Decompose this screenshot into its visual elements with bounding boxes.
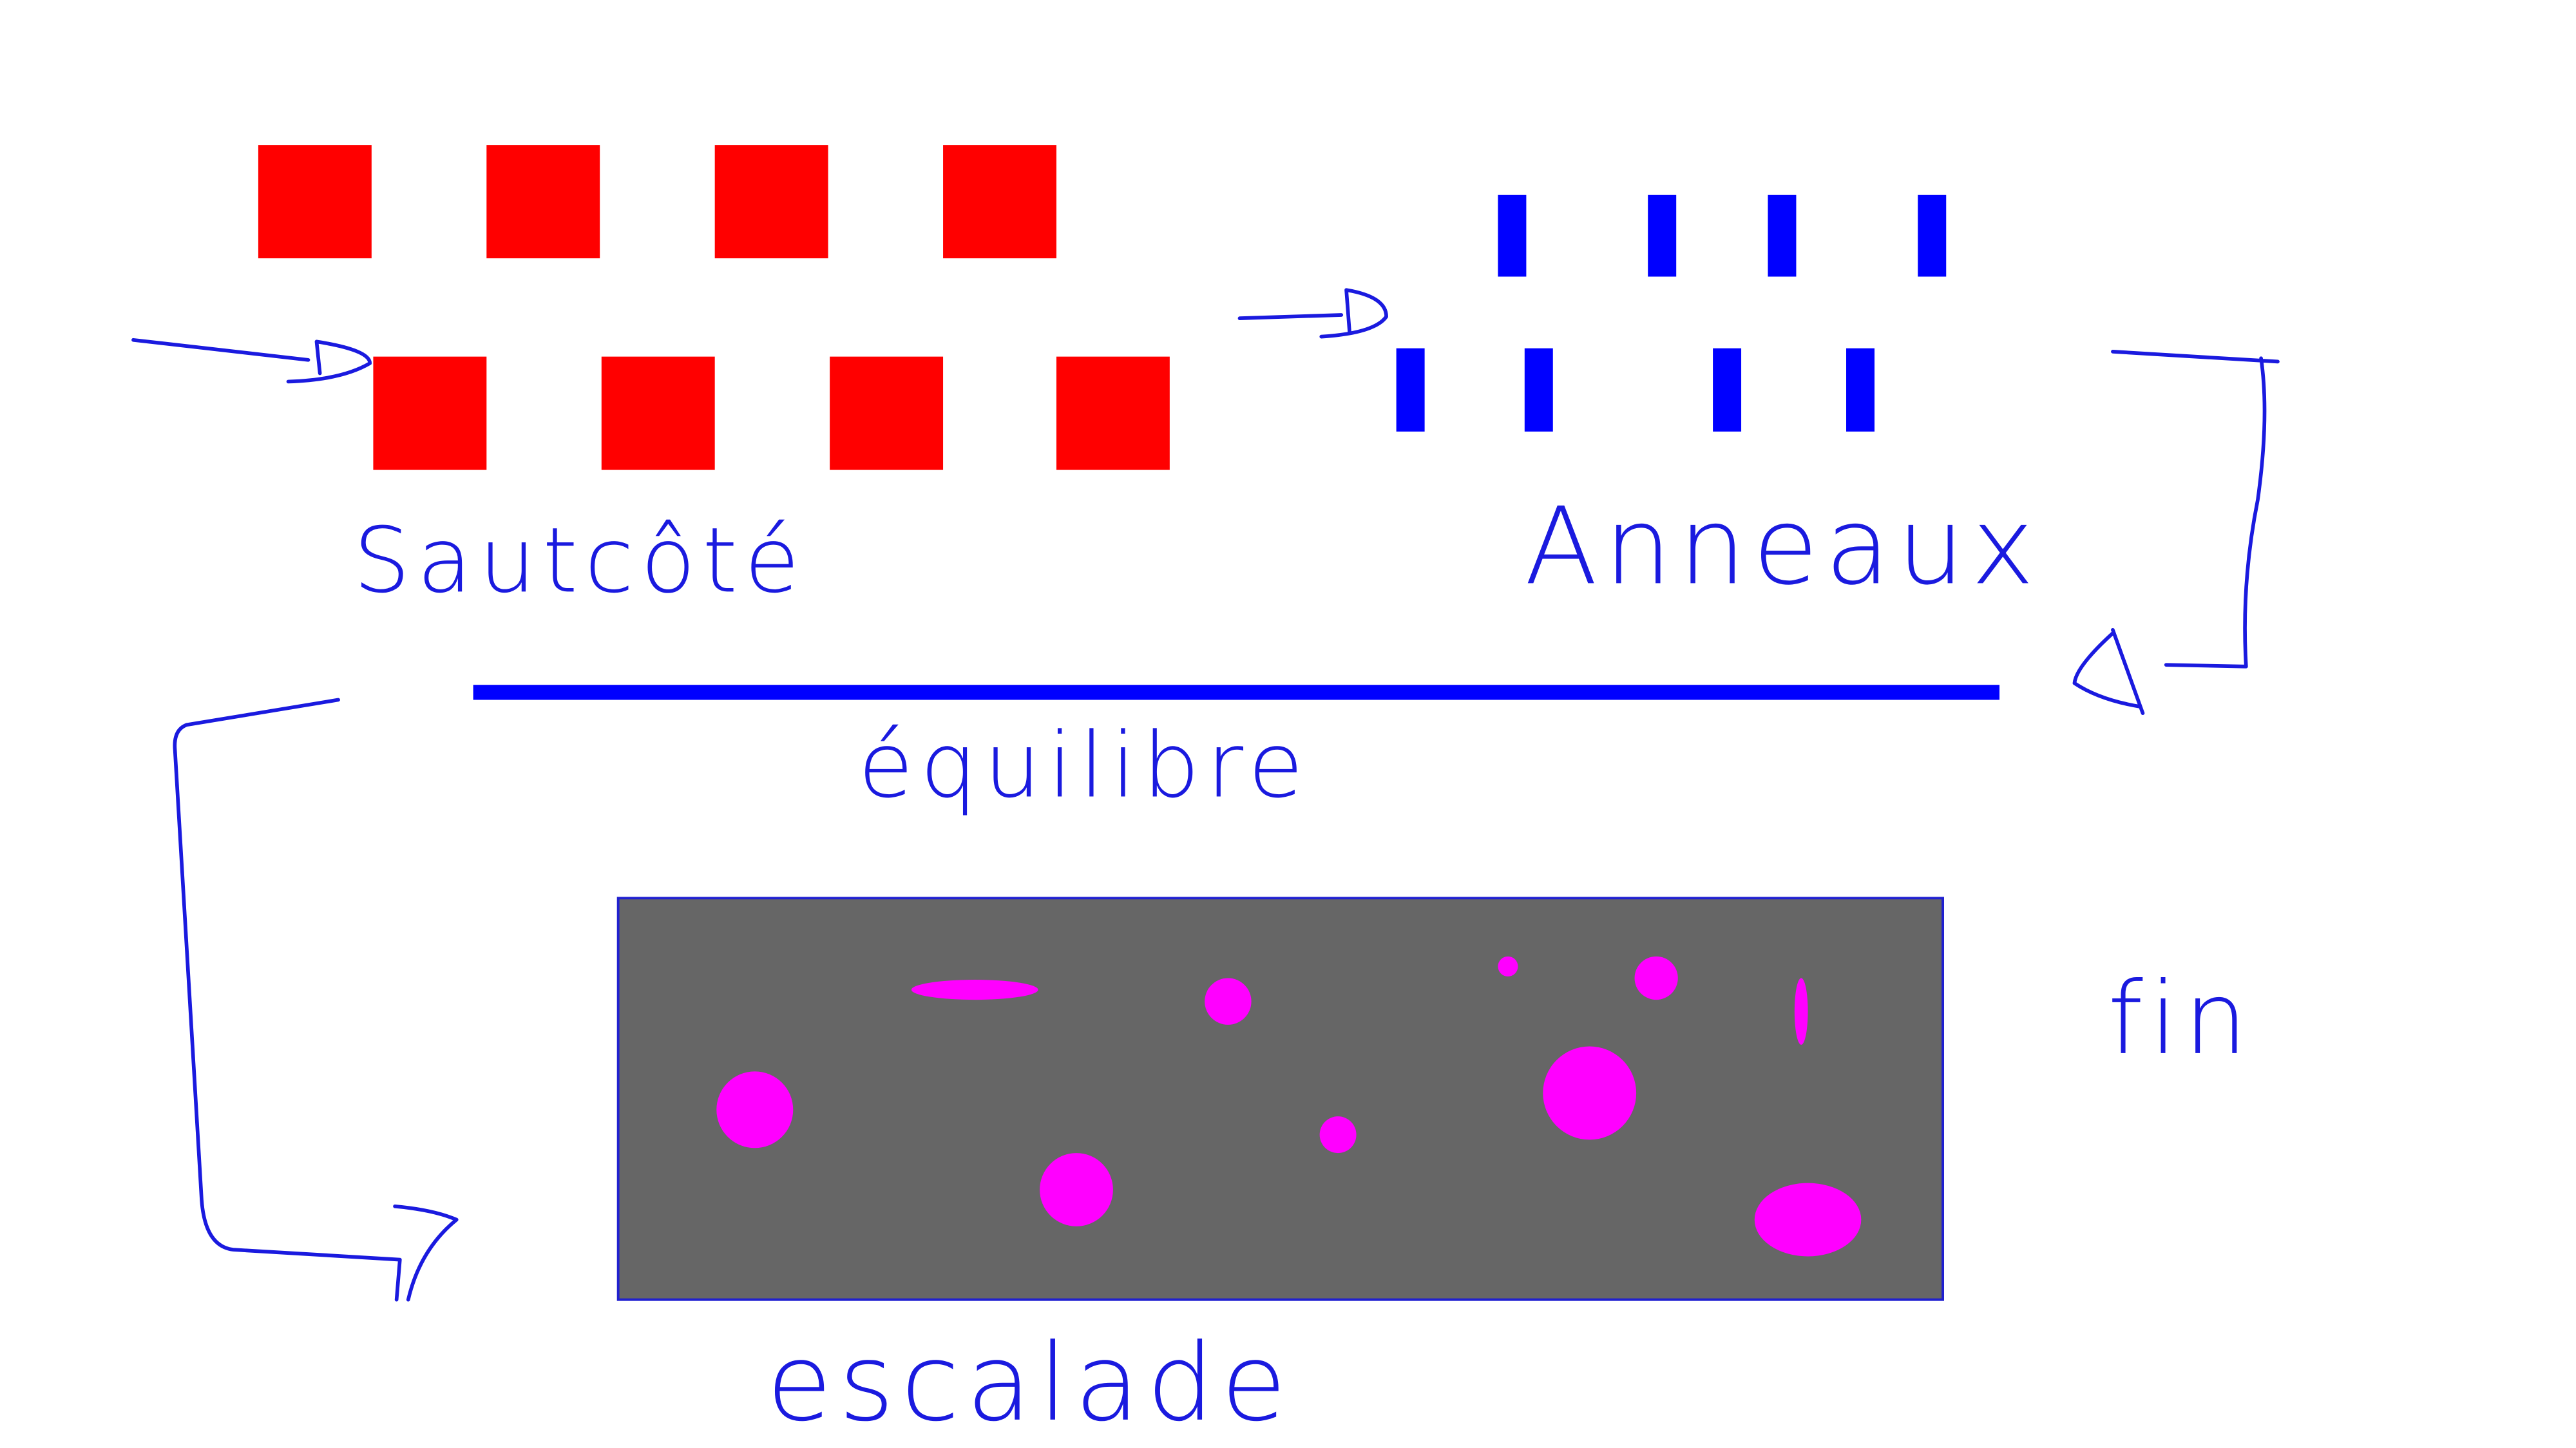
hold bbox=[1634, 956, 1678, 1000]
hold bbox=[1205, 978, 1252, 1025]
red-block bbox=[1056, 356, 1170, 470]
hold bbox=[1794, 978, 1808, 1045]
red-block bbox=[486, 145, 600, 259]
hold bbox=[1319, 1116, 1357, 1154]
anneaux-bars bbox=[1396, 195, 1947, 432]
blue-bar bbox=[1846, 348, 1875, 432]
red-block bbox=[714, 145, 828, 259]
blue-bar bbox=[1524, 348, 1553, 432]
red-block bbox=[830, 356, 944, 470]
arrow bbox=[2072, 350, 2280, 716]
arrows bbox=[131, 288, 2280, 1302]
hold bbox=[1040, 1153, 1113, 1226]
label: équilibre bbox=[858, 713, 1310, 818]
blue-bar bbox=[1396, 348, 1425, 432]
blue-bar bbox=[1768, 195, 1797, 277]
arrow bbox=[173, 698, 459, 1302]
blue-bar bbox=[1498, 195, 1527, 277]
label: fin bbox=[2108, 960, 2254, 1077]
label: Anneaux bbox=[1525, 484, 2041, 609]
label: Sautcôté bbox=[353, 508, 806, 613]
balance-beam bbox=[473, 685, 2000, 700]
red-block bbox=[258, 145, 372, 259]
arrow bbox=[131, 338, 372, 384]
red-block bbox=[943, 145, 1056, 259]
blue-bar bbox=[1713, 348, 1742, 432]
climbing-wall bbox=[616, 897, 1945, 1301]
blue-bar bbox=[1918, 195, 1947, 277]
saut-cote-blocks bbox=[258, 145, 1170, 470]
blue-bar bbox=[1648, 195, 1677, 277]
red-block bbox=[373, 356, 487, 470]
arrow bbox=[1237, 288, 1388, 339]
hold bbox=[911, 980, 1038, 1000]
label: escalade bbox=[767, 1321, 1293, 1445]
climbing-holds bbox=[716, 956, 1862, 1257]
hold bbox=[1543, 1046, 1637, 1140]
red-block bbox=[601, 356, 715, 470]
hold bbox=[1754, 1183, 1862, 1257]
hold bbox=[1498, 956, 1518, 976]
hold bbox=[716, 1071, 794, 1148]
